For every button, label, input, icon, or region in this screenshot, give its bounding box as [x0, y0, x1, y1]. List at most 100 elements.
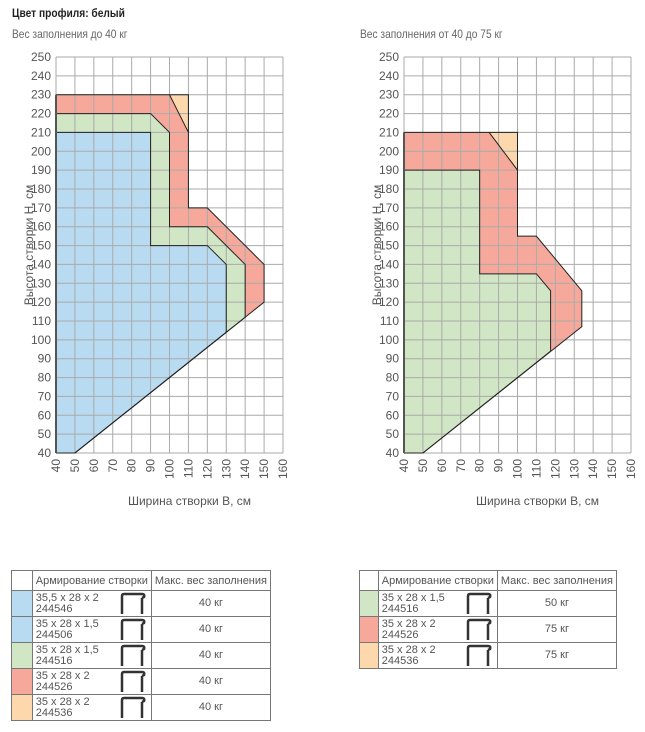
region-border	[56, 131, 227, 454]
y-tick-label: 240	[379, 69, 399, 83]
chart-left: 250 240 230 220 210 200 190 180 170 160 150 140 130 1…	[22, 50, 290, 508]
max-weight: 40 кг	[150, 668, 272, 695]
y-tick-label: 200	[379, 144, 399, 158]
header-max-weight: Макс. вес заполнения	[150, 570, 272, 591]
max-weight: 40 кг	[150, 642, 272, 669]
y-axis-label: Высота створки H, см	[22, 185, 36, 306]
y-tick-label: 250	[379, 50, 399, 64]
y-tick-label: 220	[379, 107, 399, 121]
x-tick-label: 90	[144, 459, 158, 473]
x-tick-label: 40	[49, 459, 63, 473]
x-tick-label: 150	[257, 459, 271, 479]
y-tick-label: 60	[386, 408, 400, 422]
y-tick-label: 150	[379, 239, 399, 253]
y-tick-label: 70	[386, 389, 400, 403]
region-border	[404, 169, 552, 454]
x-tick-label: 140	[586, 459, 600, 479]
table-row: 35 x 28 x 2 244526 40 кг	[11, 668, 272, 695]
x-tick-label: 70	[106, 459, 120, 473]
chart-subtitle-right: Вес заполнения от 40 до 75 кг	[360, 27, 503, 41]
x-tick-label: 50	[68, 459, 82, 473]
y-tick-label: 250	[31, 50, 51, 64]
y-tick-label: 130	[31, 276, 51, 290]
profile-size: 35,5 x 28 x 2	[35, 591, 99, 604]
x-tick-label: 90	[492, 459, 506, 473]
x-tick-label: 130	[567, 459, 581, 479]
x-tick-label: 160	[276, 459, 290, 479]
max-weight: 40 кг	[150, 616, 272, 643]
profile-section-icon	[120, 592, 146, 614]
max-weight: 40 кг	[150, 694, 272, 721]
profile-size: 35 x 28 x 2	[381, 617, 436, 630]
profile-code: 244506	[35, 628, 73, 641]
y-tick-label: 40	[386, 446, 400, 460]
profile-size: 35 x 28 x 1,5	[381, 591, 445, 604]
x-tick-label: 120	[200, 459, 214, 479]
y-tick-label: 240	[31, 69, 51, 83]
max-weight: 50 кг	[496, 590, 618, 617]
y-tick-label: 50	[386, 427, 400, 441]
table-row: 35 x 28 x 1,5 244516 50 кг	[359, 590, 618, 617]
x-tick-label: 140	[238, 459, 252, 479]
reinforcement-table-left: Армирование створки Макс. вес заполнения …	[11, 570, 272, 721]
profile-size: 35 x 28 x 2	[381, 643, 436, 656]
y-tick-label: 200	[31, 144, 51, 158]
profile-size: 35 x 28 x 2	[35, 695, 90, 708]
y-tick-label: 230	[379, 88, 399, 102]
y-tick-label: 210	[379, 125, 399, 139]
profile-size: 35 x 28 x 1,5	[35, 617, 99, 630]
y-tick-label: 100	[31, 333, 51, 347]
region-border	[489, 131, 518, 171]
x-axis-label: Ширина створки B, см	[128, 494, 251, 508]
chart-right: 250 240 230 220 210 200 190 180 170 160 150 140 130 1…	[370, 50, 638, 508]
y-tick-label: 180	[379, 182, 399, 196]
y-tick-label: 110	[32, 314, 51, 328]
y-axis-label: Высота створки H, см	[370, 185, 384, 306]
x-tick-label: 80	[473, 459, 487, 473]
color-swatch	[11, 668, 33, 695]
table-header: Армирование створки Макс. вес заполнения	[11, 570, 272, 591]
x-tick-label: 100	[511, 459, 525, 479]
profile-section-icon	[466, 592, 492, 614]
color-swatch	[359, 616, 379, 643]
y-tick-label: 130	[379, 276, 399, 290]
header-max-weight: Макс. вес заполнения	[496, 570, 618, 591]
color-swatch	[11, 642, 33, 669]
x-tick-label: 100	[163, 459, 177, 479]
y-tick-label: 190	[31, 163, 51, 177]
profile-size: 35 x 28 x 1,5	[35, 643, 99, 656]
y-tick-label: 150	[31, 239, 51, 253]
y-tick-label: 170	[379, 201, 399, 215]
table-row: 35,5 x 28 x 2 244546 40 кг	[11, 590, 272, 617]
y-tick-label: 110	[380, 314, 399, 328]
y-tick-label: 60	[38, 408, 52, 422]
x-axis-label: Ширина створки B, см	[476, 494, 599, 508]
color-swatch	[11, 616, 33, 643]
chart-subtitle-left: Вес заполнения до 40 кг	[12, 27, 128, 41]
header-reinforcement: Армирование створки	[31, 570, 152, 591]
profile-section-icon	[120, 644, 146, 666]
x-tick-label: 130	[219, 459, 233, 479]
x-tick-label: 110	[181, 459, 195, 478]
profile-code: 244546	[35, 602, 73, 615]
table-row: 35 x 28 x 2 244536 40 кг	[11, 694, 272, 721]
table-row: 35 x 28 x 2 244526 75 кг	[359, 616, 618, 643]
profile-section-icon	[120, 696, 146, 718]
y-tick-label: 160	[379, 220, 399, 234]
y-tick-label: 120	[31, 295, 51, 309]
y-tick-label: 70	[38, 389, 52, 403]
table-header: Армирование створки Макс. вес заполнения	[359, 570, 618, 591]
profile-section-icon	[120, 670, 146, 692]
max-weight: 75 кг	[496, 616, 618, 643]
region-green	[404, 170, 551, 453]
profile-section-icon	[466, 618, 492, 640]
table-row: 35 x 28 x 1,5 244506 40 кг	[11, 616, 272, 643]
profile-code: 244516	[35, 654, 73, 667]
color-swatch	[11, 590, 33, 617]
x-tick-label: 150	[605, 459, 619, 479]
profile-code: 244536	[381, 654, 419, 667]
y-tick-label: 90	[38, 352, 52, 366]
y-tick-label: 90	[386, 352, 400, 366]
profile-code: 244526	[35, 680, 73, 693]
x-tick-label: 70	[454, 459, 468, 473]
